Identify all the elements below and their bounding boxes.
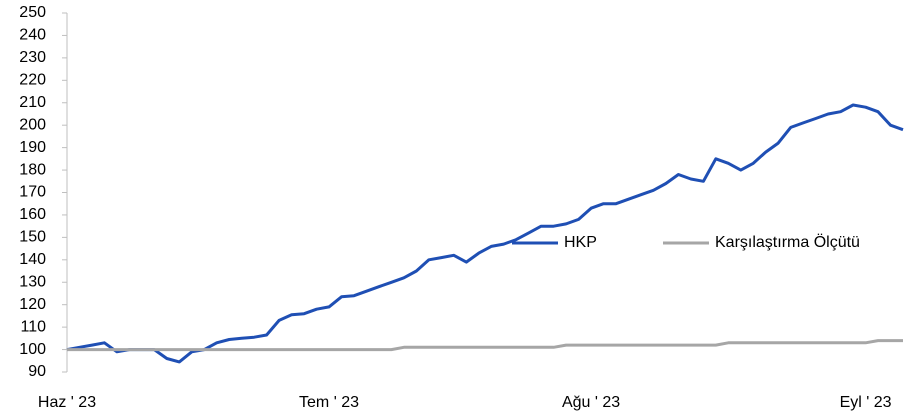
y-tick-label: 240 (19, 27, 46, 44)
y-tick-label: 150 (19, 229, 46, 246)
y-tick-label: 160 (19, 206, 46, 223)
y-tick-label: 210 (19, 94, 46, 111)
y-tick-label: 200 (19, 116, 46, 133)
x-tick-label: Tem ' 23 (299, 394, 359, 411)
legend-label: Karşılaştırma Ölçütü (715, 233, 860, 251)
y-tick-label: 250 (19, 4, 46, 21)
y-tick-label: 170 (19, 184, 46, 201)
y-tick-label: 110 (20, 318, 46, 335)
legend-label: HKP (564, 234, 597, 251)
y-tick-label: 130 (19, 273, 46, 290)
y-tick-label: 90 (28, 363, 46, 380)
series-line (67, 339, 903, 352)
y-tick-label: 230 (19, 49, 46, 66)
y-tick-label: 120 (19, 296, 46, 313)
x-tick-label: Ağu ' 23 (562, 394, 620, 411)
y-tick-label: 190 (19, 139, 46, 156)
y-tick-label: 140 (19, 251, 46, 268)
y-tick-label: 220 (19, 72, 46, 89)
x-tick-label: Eyl ' 23 (840, 394, 892, 411)
y-tick-label: 100 (19, 341, 46, 358)
y-tick-label: 180 (19, 161, 46, 178)
x-tick-label: Haz ' 23 (38, 394, 96, 411)
